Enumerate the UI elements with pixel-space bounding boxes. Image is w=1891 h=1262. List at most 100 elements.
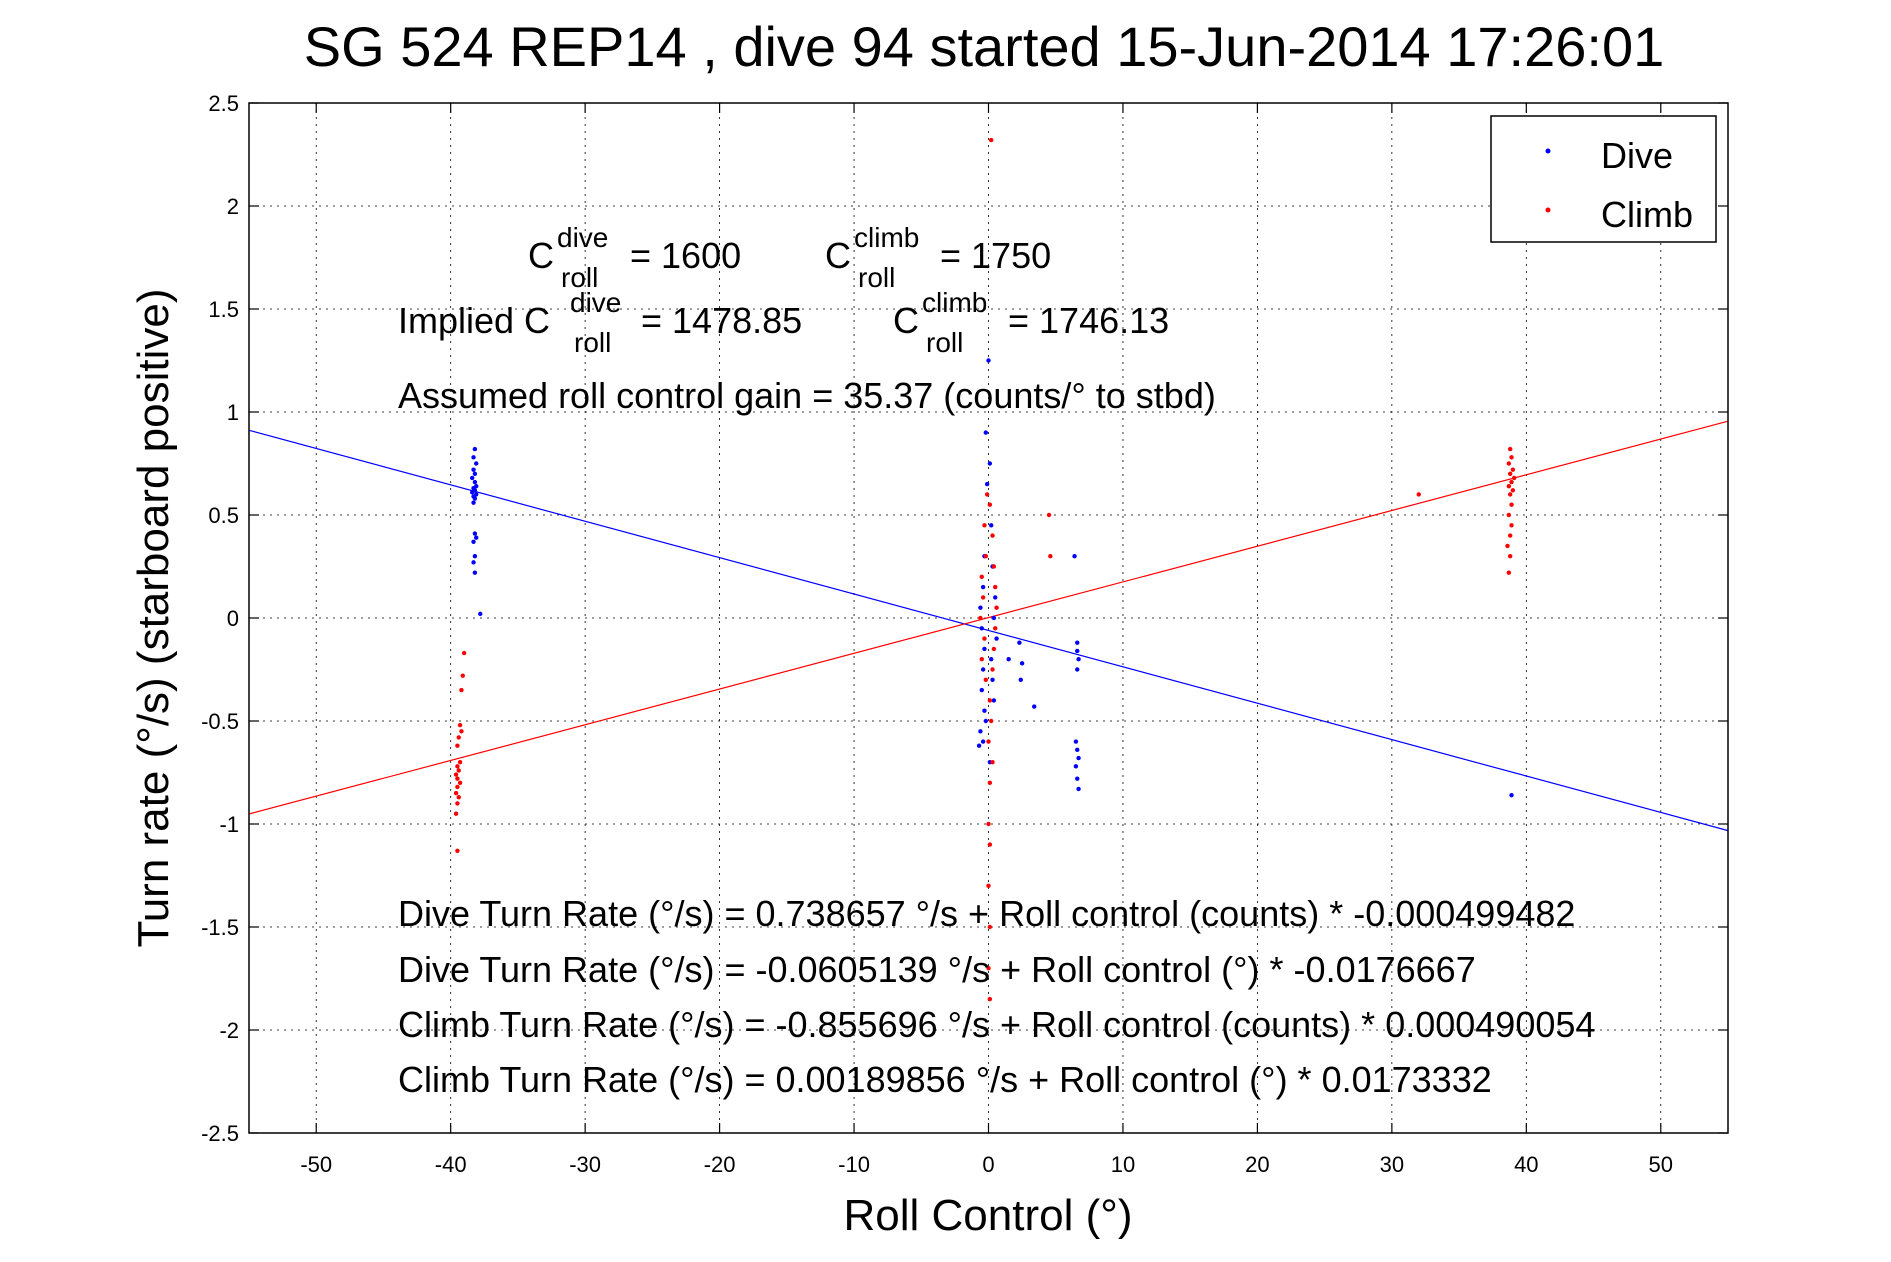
implied-climb-label: C: [893, 300, 919, 341]
climb-point: [987, 502, 993, 507]
y-tick-label: -0.5: [201, 709, 239, 734]
climb-point: [1509, 523, 1514, 528]
climb-point: [455, 848, 460, 853]
series-climb: [453, 137, 1517, 1002]
dive-fit-line: [248, 429, 1729, 832]
dive-point: [1076, 786, 1081, 792]
legend-label-dive: Dive: [1601, 135, 1673, 176]
annotation-equation-3: Climb Turn Rate (°/s) = -0.855696 °/s + …: [398, 1004, 1595, 1045]
dive-point: [978, 729, 983, 734]
x-tick-label: 20: [1245, 1152, 1269, 1177]
dive-point: [980, 739, 986, 744]
climb-point: [455, 776, 460, 781]
climb-point: [987, 924, 993, 930]
climb-point: [1506, 461, 1512, 466]
climb-point: [987, 842, 993, 847]
dive-point: [984, 481, 990, 487]
y-tick-label: 1: [227, 400, 239, 425]
climb-point: [1510, 467, 1516, 472]
c-roll-climb-label: C: [825, 235, 851, 276]
climb-point: [1507, 471, 1513, 476]
dive-point: [469, 490, 475, 495]
dive-point: [979, 687, 984, 693]
dive-point: [1073, 739, 1079, 744]
climb-point: [1046, 512, 1052, 518]
implied-climb-sub: roll: [926, 327, 963, 358]
climb-point: [461, 650, 467, 656]
dive-point: [472, 496, 478, 501]
climb-point: [983, 677, 989, 682]
climb-point: [455, 743, 460, 748]
x-tick-label: -40: [435, 1152, 467, 1177]
series-dive: [469, 358, 1514, 798]
climb-point: [456, 795, 461, 800]
dive-point: [987, 461, 993, 466]
y-tick-label: 2: [227, 194, 239, 219]
dive-point: [978, 605, 983, 610]
implied-dive-value: = 1478.85: [641, 300, 802, 341]
dive-point: [979, 626, 984, 631]
climb-point: [459, 729, 464, 734]
climb-point: [983, 554, 989, 559]
dive-point: [1509, 792, 1514, 798]
climb-point: [1506, 512, 1512, 518]
implied-prefix: Implied C: [398, 300, 550, 341]
dive-point: [478, 611, 483, 617]
climb-point: [987, 698, 993, 703]
legend-marker-dive: [1545, 148, 1551, 154]
dive-point: [1017, 640, 1022, 645]
climb-point: [982, 523, 987, 528]
x-tick-label: 30: [1380, 1152, 1404, 1177]
climb-point: [987, 780, 993, 785]
y-axis-label: Turn rate (°/s) (starboard positive): [129, 288, 178, 947]
dive-point: [993, 595, 998, 600]
climb-point: [1507, 492, 1513, 497]
c-roll-dive-sub: roll: [561, 262, 598, 293]
x-tick-label: -50: [300, 1152, 332, 1177]
annotation-c-roll: C dive roll = 1600 C climb roll = 1750: [528, 222, 1051, 293]
climb-point: [1505, 543, 1510, 549]
dive-point: [1075, 640, 1080, 645]
climb-point: [986, 821, 991, 827]
climb-point: [455, 784, 460, 790]
x-tick-label: 0: [982, 1152, 994, 1177]
y-tick-label: 0: [227, 606, 239, 631]
legend-box: [1490, 115, 1717, 243]
annotation-gain: Assumed roll control gain = 35.37 (count…: [398, 375, 1216, 416]
climb-point: [990, 760, 995, 765]
dive-point: [982, 646, 987, 652]
x-tick-label: 10: [1111, 1152, 1135, 1177]
climb-point: [457, 722, 463, 728]
y-tick-label: 2.5: [208, 91, 239, 116]
dive-point: [471, 560, 476, 565]
dive-point: [991, 698, 997, 703]
climb-point: [1048, 554, 1053, 559]
climb-point: [986, 739, 991, 744]
dive-point: [994, 636, 999, 641]
dive-point: [1076, 657, 1081, 662]
annotation-equation-4: Climb Turn Rate (°/s) = 0.00189856 °/s +…: [398, 1059, 1492, 1100]
climb-point: [994, 605, 999, 610]
climb-point: [991, 646, 997, 652]
dive-point: [1075, 747, 1080, 753]
c-roll-climb-sup: climb: [854, 222, 919, 253]
y-tick-label: 0.5: [208, 503, 239, 528]
y-tick-label: -1.5: [201, 915, 239, 940]
c-roll-climb-sub: roll: [858, 262, 895, 293]
climb-point: [1510, 488, 1516, 493]
climb-point: [1506, 570, 1512, 575]
climb-point: [1509, 502, 1514, 507]
c-roll-dive-label: C: [528, 235, 554, 276]
dive-point: [1072, 554, 1077, 559]
implied-climb-sup: climb: [922, 287, 987, 318]
dive-point: [471, 539, 476, 544]
legend: Dive Climb: [1490, 115, 1717, 243]
climb-point: [1507, 446, 1513, 452]
climb-point: [993, 584, 998, 590]
x-tick-label: 40: [1514, 1152, 1538, 1177]
climb-point: [457, 780, 463, 785]
climb-point: [982, 636, 987, 641]
dive-point: [472, 471, 478, 476]
climb-point: [456, 735, 461, 740]
y-tick-label: -1: [219, 812, 239, 837]
